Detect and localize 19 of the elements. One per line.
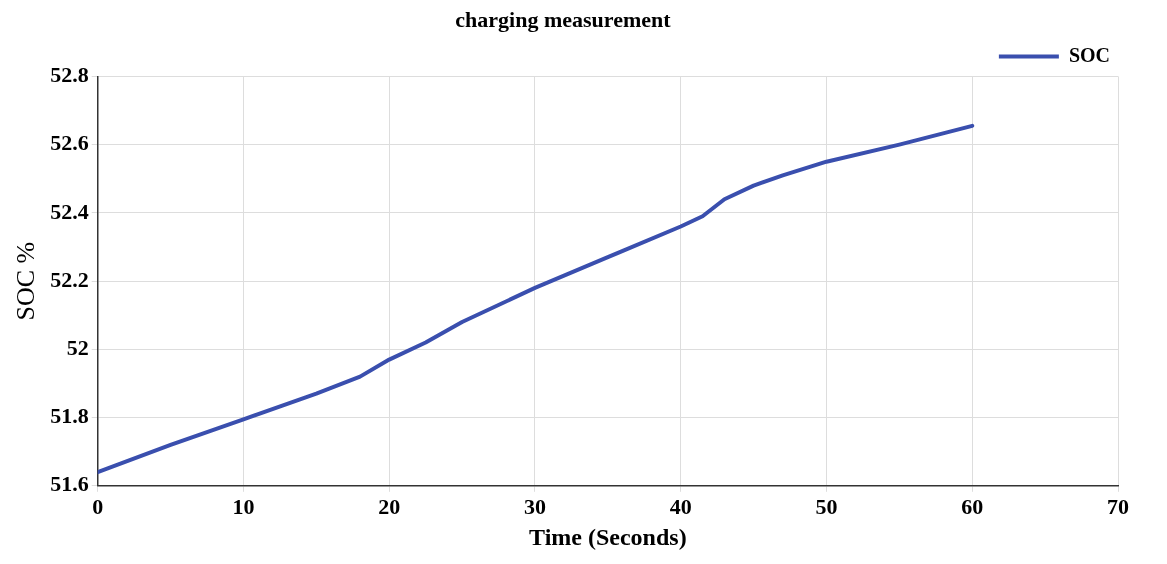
x-tick-label: 70 bbox=[1107, 493, 1129, 519]
legend-label: SOC bbox=[1068, 43, 1110, 66]
y-axis-title: SOC % bbox=[11, 241, 41, 321]
x-tick-label: 50 bbox=[815, 493, 838, 519]
y-tick-label: 51.8 bbox=[50, 403, 89, 429]
x-tick-label: 20 bbox=[378, 493, 401, 519]
chart-title: charging measurement bbox=[455, 6, 672, 32]
y-tick-label: 52 bbox=[66, 335, 89, 361]
y-tick-label: 52.8 bbox=[50, 62, 89, 88]
x-tick-label: 10 bbox=[232, 493, 255, 519]
y-tick-label: 52.4 bbox=[50, 198, 89, 224]
x-tick-label: 40 bbox=[669, 493, 692, 519]
x-tick-label: 30 bbox=[523, 493, 546, 519]
y-tick-label: 52.6 bbox=[50, 130, 89, 156]
x-axis-title: Time (Seconds) bbox=[529, 523, 687, 550]
x-tick-label: 60 bbox=[961, 493, 984, 519]
x-tick-label: 0 bbox=[92, 493, 104, 519]
y-tick-label: 51.6 bbox=[50, 471, 89, 497]
y-tick-label: 52.2 bbox=[50, 266, 89, 292]
